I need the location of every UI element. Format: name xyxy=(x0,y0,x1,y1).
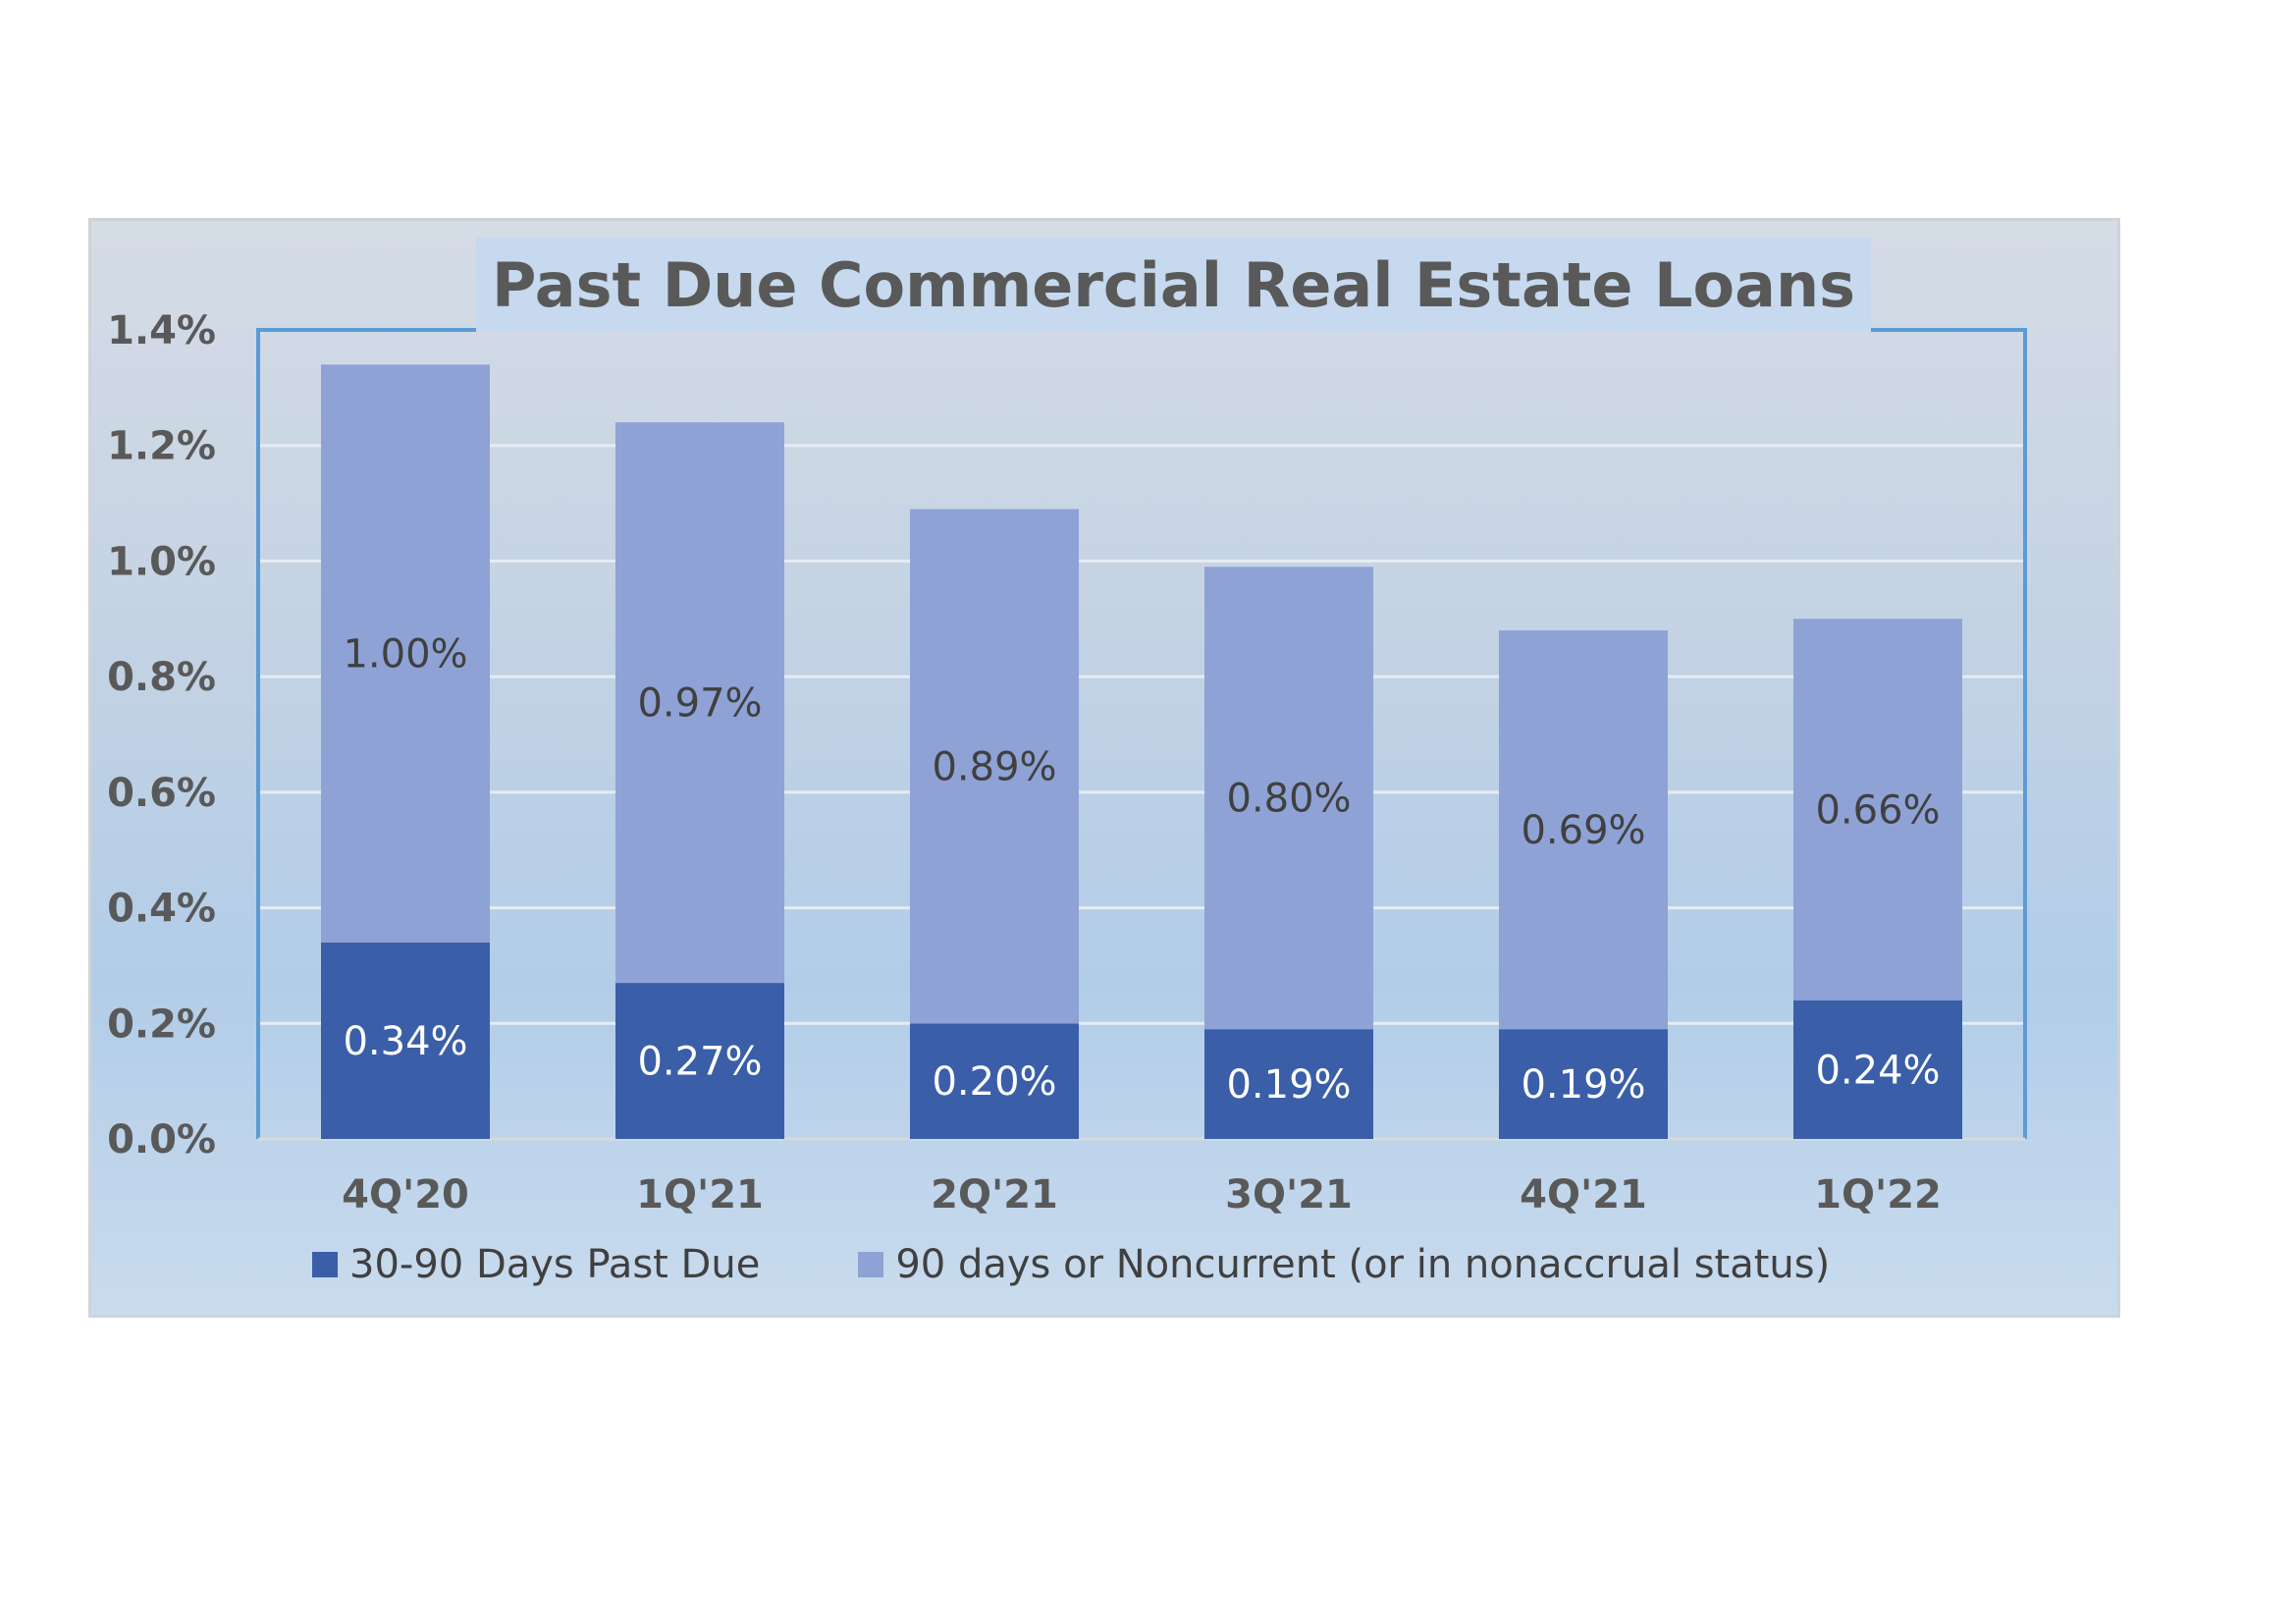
x-axis: 4Q'20 1Q'21 2Q'21 3Q'21 4Q'21 1Q'22 xyxy=(342,1172,1942,1218)
y-tick-label: 0.6% xyxy=(107,771,216,816)
gridlines xyxy=(256,328,2027,1141)
bar-segment-30-90 xyxy=(910,1023,1079,1139)
data-label: 0.89% xyxy=(932,744,1056,789)
bar-segment-30-90 xyxy=(1793,1000,1962,1139)
bar-segment-90-noncurrent xyxy=(1204,567,1373,1030)
y-tick-label: 0.0% xyxy=(107,1117,216,1163)
x-tick-label: 4Q'20 xyxy=(342,1172,469,1218)
legend-label-30-90: 30-90 Days Past Due xyxy=(349,1242,761,1287)
legend-swatch-30-90 xyxy=(312,1252,338,1277)
x-tick-label: 4Q'21 xyxy=(1520,1172,1647,1218)
chart-title: Past Due Commercial Real Estate Loans xyxy=(476,238,1872,332)
legend-swatch-90-noncurrent xyxy=(858,1252,884,1277)
data-label: 0.97% xyxy=(637,681,762,727)
data-label: 0.66% xyxy=(1815,788,1940,834)
data-labels: 0.34% 1.00% 0.27% 0.97% 0.20% 0.89% 0.19% 0.80%… xyxy=(343,632,1940,1108)
x-tick-label: 2Q'21 xyxy=(931,1172,1058,1218)
y-tick-label: 0.8% xyxy=(107,655,216,700)
data-label: 0.27% xyxy=(637,1040,762,1085)
data-label: 0.34% xyxy=(343,1019,467,1064)
data-label: 1.00% xyxy=(343,632,467,677)
legend-label-90-noncurrent: 90 days or Noncurrent (or in nonaccrual … xyxy=(895,1242,1831,1287)
legend: 30-90 Days Past Due 90 days or Noncurren… xyxy=(312,1242,1830,1287)
x-tick-label: 1Q'22 xyxy=(1814,1172,1942,1218)
bar-segment-30-90 xyxy=(1499,1029,1668,1139)
plot-area-border xyxy=(256,328,2027,1139)
y-tick-label: 1.4% xyxy=(107,308,216,353)
data-label: 0.19% xyxy=(1521,1062,1645,1108)
y-tick-label: 1.2% xyxy=(107,424,216,469)
legend-item-90-noncurrent: 90 days or Noncurrent (or in nonaccrual … xyxy=(858,1242,1830,1287)
data-label: 0.24% xyxy=(1815,1048,1940,1093)
y-tick-label: 0.4% xyxy=(107,887,216,932)
y-axis: 0.0% 0.2% 0.4% 0.6% 0.8% 1.0% 1.2% 1.4% xyxy=(107,308,216,1163)
data-label: 0.19% xyxy=(1226,1062,1351,1108)
bar-segment-90-noncurrent xyxy=(910,509,1079,1024)
y-tick-label: 1.0% xyxy=(107,539,216,584)
legend-item-30-90: 30-90 Days Past Due xyxy=(312,1242,760,1287)
bar-segment-90-noncurrent xyxy=(1793,619,1962,1001)
y-tick-label: 0.2% xyxy=(107,1001,216,1047)
bar-segment-30-90 xyxy=(321,942,490,1139)
bar-segment-90-noncurrent xyxy=(321,364,490,943)
data-label: 0.69% xyxy=(1521,808,1645,853)
data-label: 0.80% xyxy=(1226,777,1351,822)
x-tick-label: 1Q'21 xyxy=(636,1172,764,1218)
bar-segment-90-noncurrent xyxy=(615,422,784,984)
data-label: 0.20% xyxy=(932,1059,1056,1105)
bar-segment-90-noncurrent xyxy=(1499,630,1668,1030)
bar-segment-30-90 xyxy=(1204,1029,1373,1139)
x-tick-label: 3Q'21 xyxy=(1225,1172,1353,1218)
bar-segment-30-90 xyxy=(615,983,784,1139)
bars xyxy=(321,364,1962,1139)
